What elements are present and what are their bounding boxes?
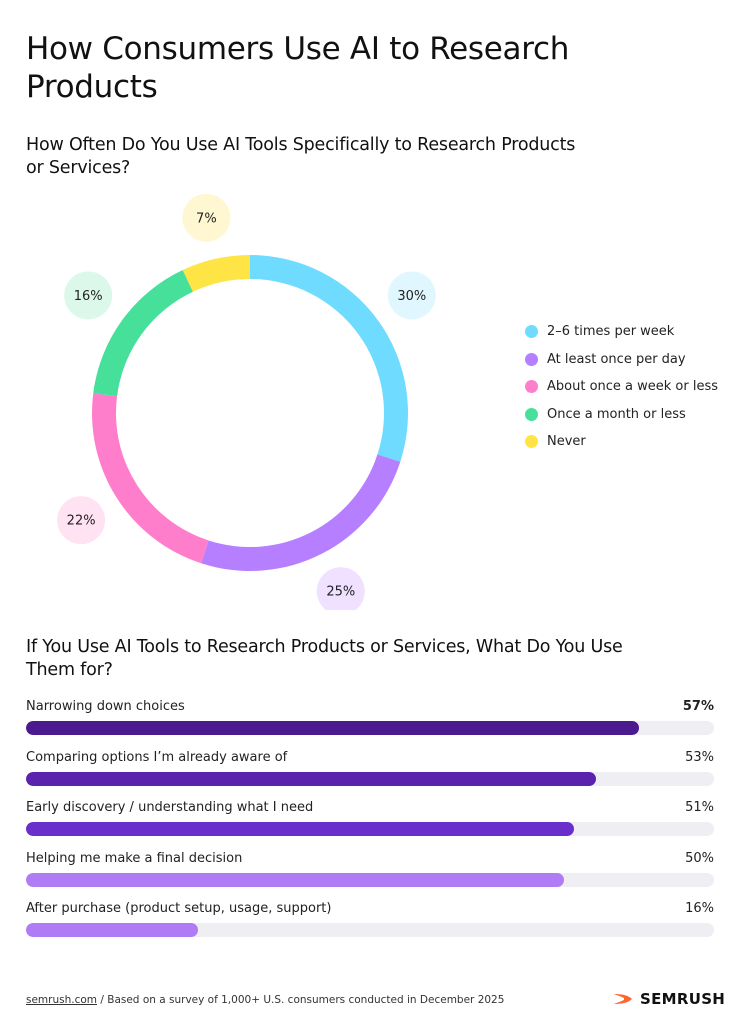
donut-slice — [182, 255, 250, 292]
bar-row: After purchase (product setup, usage, su… — [26, 901, 714, 952]
legend-swatch — [525, 435, 538, 449]
legend-label: 2–6 times per week — [547, 324, 675, 340]
bar-chart-title: If You Use AI Tools to Research Products… — [26, 637, 623, 680]
slice-value-label: 30% — [397, 289, 426, 304]
donut-chart-title: How Often Do You Use AI Tools Specifical… — [26, 135, 576, 178]
bar — [26, 872, 564, 887]
slice-value-label: 7% — [196, 211, 217, 226]
donut-legend: 2–6 times per week At least once per day… — [525, 318, 718, 456]
footer-text: / Based on a survey of 1,000+ U.S. consu… — [97, 994, 505, 1006]
legend-item: At least once per day — [525, 346, 718, 374]
legend-swatch — [525, 325, 538, 339]
donut-slice — [93, 270, 193, 397]
bar — [26, 923, 198, 937]
slice-value-label: 16% — [74, 289, 103, 304]
slice-label-bubble — [64, 271, 113, 320]
bar-track — [26, 771, 714, 786]
bar-track — [26, 822, 714, 836]
slice-label-bubble — [182, 193, 231, 242]
bar-row: Narrowing down choices 57% — [26, 699, 714, 750]
slice-value-label: 22% — [67, 514, 96, 529]
bar-value-label: 16% — [685, 901, 714, 916]
legend-item: 2–6 times per week — [525, 318, 718, 346]
legend-item: Never — [525, 428, 718, 456]
brand-name: SEMRUSH — [640, 990, 726, 1008]
donut-slice — [250, 255, 409, 462]
bar-chart: Narrowing down choices 57% Comparing opt… — [26, 699, 714, 952]
bar-track — [26, 872, 714, 887]
bar-row: Early discovery / understanding what I n… — [26, 800, 714, 851]
legend-swatch — [525, 407, 538, 421]
bar-track — [26, 721, 714, 735]
bar — [26, 822, 575, 836]
semrush-flame-icon — [614, 994, 632, 1004]
bar-row: Helping me make a final decision 50% — [26, 851, 714, 902]
page-title: How Consumers Use AI to Research Product… — [26, 31, 570, 105]
footer-note: semrush.com / Based on a survey of 1,000… — [26, 994, 504, 1006]
legend-label: At least once per day — [547, 351, 686, 367]
legend-item: About once a week or less — [525, 373, 718, 401]
bar-track — [26, 923, 714, 937]
slice-label-bubble — [387, 271, 436, 320]
bar-category-label: Comparing options I’m already aware of — [26, 749, 288, 765]
donut-slice — [92, 393, 209, 564]
slice-value-label: 25% — [326, 585, 355, 600]
bar-category-label: Helping me make a final decision — [26, 850, 243, 866]
slice-label-bubble — [316, 567, 365, 610]
bar-value-label: 50% — [685, 850, 714, 866]
legend-label: Once a month or less — [547, 406, 686, 422]
donut-chart: 30% 25% 22% 16% 7% — [57, 193, 436, 610]
source-link[interactable]: semrush.com — [26, 994, 98, 1006]
legend-item: Once a month or less — [525, 401, 718, 429]
slice-label-bubble — [57, 496, 106, 545]
legend-label: About once a week or less — [547, 379, 719, 395]
legend-swatch — [525, 380, 538, 394]
bar-value-label: 57% — [682, 699, 714, 714]
bar-category-label: Narrowing down choices — [26, 699, 185, 714]
legend-label: Never — [547, 434, 586, 450]
bar-value-label: 51% — [685, 800, 714, 815]
bar-category-label: Early discovery / understanding what I n… — [26, 800, 314, 815]
legend-swatch — [525, 352, 538, 366]
bar-category-label: After purchase (product setup, usage, su… — [26, 901, 332, 916]
bar-value-label: 53% — [685, 749, 714, 765]
bar — [26, 771, 596, 786]
brand-logo: SEMRUSH — [612, 990, 725, 1008]
bar-row: Comparing options I’m already aware of 5… — [26, 750, 714, 801]
donut-slice — [201, 454, 401, 571]
bar — [26, 721, 639, 735]
